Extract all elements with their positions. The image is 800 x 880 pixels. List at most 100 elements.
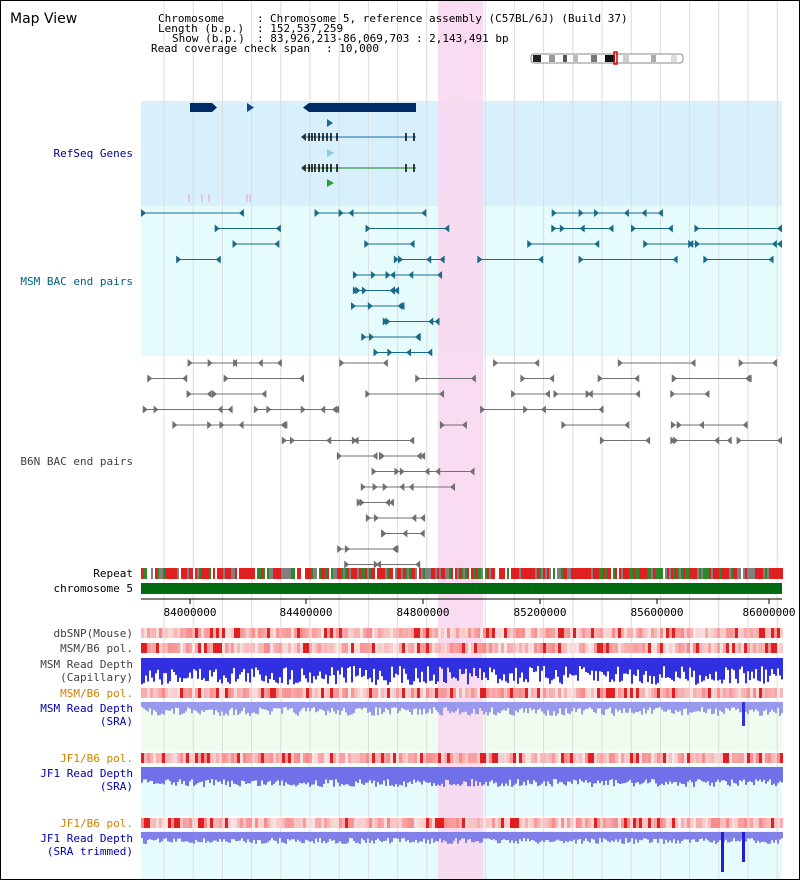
heat-cell [183,643,186,653]
heat-cell [435,628,438,638]
msm-bac-pair-end [352,286,358,295]
depth-bar [611,767,613,780]
track-label-msm-pol-1: MSM/B6 pol. [60,642,133,655]
heat-cell [675,688,678,698]
repeat-mark [685,568,687,579]
heat-cell [591,818,594,828]
depth-bar [595,702,597,714]
repeat-mark [689,568,691,579]
depth-bar [633,767,635,787]
depth-bar [433,767,435,784]
depth-bar [747,767,749,783]
heat-cell [564,643,567,653]
heat-cell [726,818,729,828]
repeat-mark [583,568,585,579]
repeat-mark [289,568,291,579]
repeat-mark [439,568,441,579]
heat-cell [315,818,318,828]
heat-cell [699,628,702,638]
heat-cell [432,688,435,698]
depth-bar [771,658,773,669]
depth-bar [339,658,341,675]
heat-cell [312,643,315,653]
b6n-bac-pair-end [207,421,213,429]
depth-bar [551,767,553,787]
heat-cell [201,753,204,763]
heat-cell [231,753,234,763]
b6n-bac-pair-end [360,483,366,491]
heat-cell [576,818,579,828]
b6n-bac-pair-end [326,436,332,445]
heat-cell [351,753,354,763]
depth-bar [269,702,271,715]
heat-cell [387,753,390,763]
depth-bar [743,658,745,674]
depth-bar [427,832,429,840]
depth-bar [479,702,481,709]
heat-cell [150,688,153,698]
depth-bar [635,702,637,712]
depth-bar [407,767,409,783]
chromosome-label: Chromosome [158,12,225,25]
depth-bar [159,702,161,716]
heat-cell [420,753,423,763]
heat-cell [369,688,372,698]
repeat-mark [385,568,387,579]
heat-cell [342,753,345,763]
heat-cell [666,643,669,653]
depth-bar [745,702,747,712]
heat-cell [750,643,753,653]
heat-cell [216,818,219,828]
heat-cell [702,643,705,653]
msm-bac-pair-end [444,224,450,233]
depth-bar [303,658,305,676]
heat-cell [699,753,702,763]
heat-cell [261,688,264,698]
heat-cell [297,643,300,653]
repeat-mark [315,568,317,579]
depth-bar [653,702,655,710]
repeat-mark [237,568,239,579]
depth-bar [373,832,375,844]
depth-bar [585,702,587,709]
depth-bar [223,832,225,840]
depth-bar [587,832,589,842]
depth-bar [585,832,587,839]
heat-cell [405,688,408,698]
heat-cell [201,818,204,828]
heat-cell [399,818,402,828]
heat-cell [543,818,546,828]
depth-bar [681,832,683,841]
repeat-mark [735,568,737,579]
msm-bac-pair-end [365,224,371,233]
heat-cell [240,753,243,763]
heat-cell [165,688,168,698]
heat-cell [357,818,360,828]
heat-cell [225,628,228,638]
heat-cell [375,628,378,638]
heat-cell [297,753,300,763]
heat-cell [774,628,777,638]
heat-cell [585,628,588,638]
depth-bar [187,702,189,708]
depth-bar [491,702,493,708]
depth-bar [753,658,755,679]
depth-bar [285,832,287,844]
heat-cell [630,753,633,763]
heat-cell [210,643,213,653]
depth-bar [699,702,701,712]
repeat-mark [197,568,199,579]
repeat-mark [767,568,769,579]
msm-bac-pair-end [623,209,629,217]
heat-cell [672,688,675,698]
depth-bar [281,658,283,683]
depth-bar [623,832,625,844]
depth-bar [529,702,531,708]
depth-bar [203,832,205,839]
heat-cell [780,753,783,763]
heat-cell [273,643,276,653]
gene-arrow [327,179,334,187]
depth-bar [263,767,265,785]
heat-cell [357,753,360,763]
